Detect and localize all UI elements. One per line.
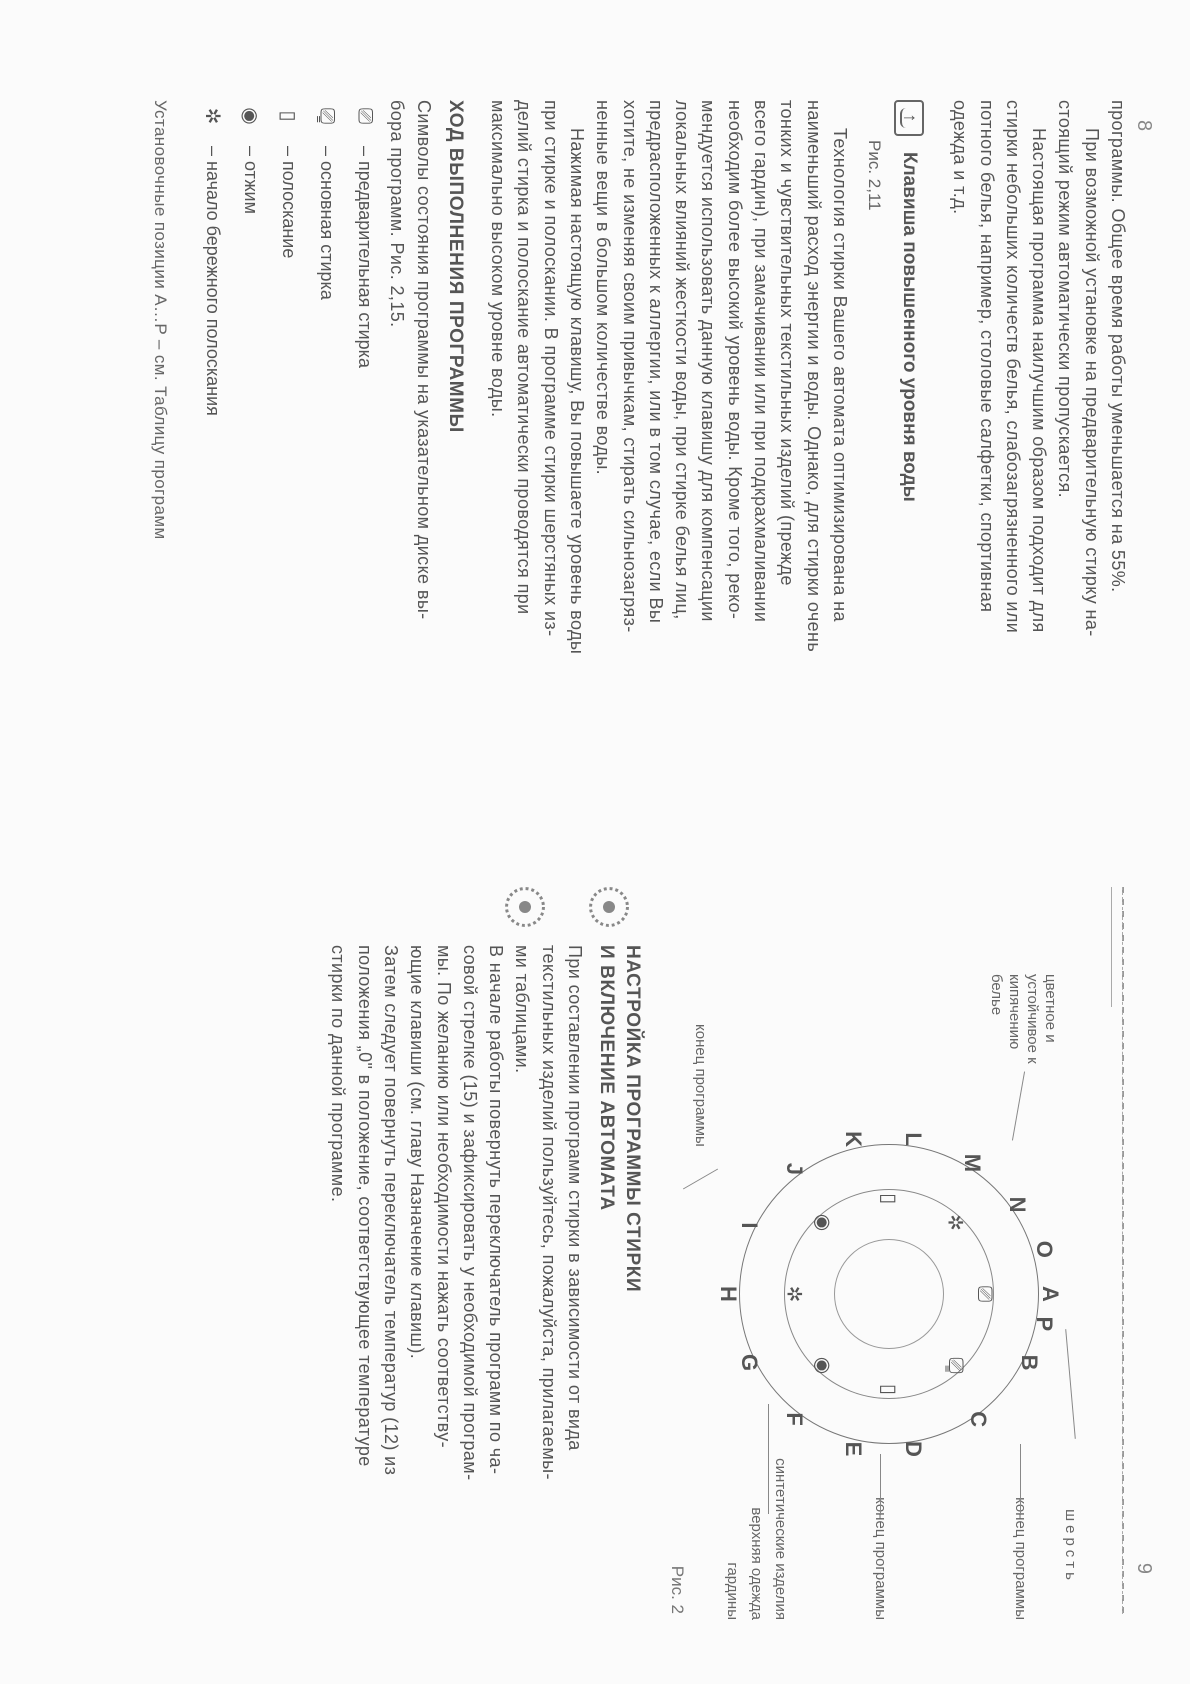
knob-icon: [505, 887, 545, 927]
para: Символы состояния программы на указатель…: [411, 100, 435, 827]
dial-label-end3: конец программы: [692, 1024, 709, 1147]
dial-sym-spin-icon: ◉: [811, 1357, 836, 1374]
page-number-right: 9: [1132, 1563, 1155, 1574]
symbol-label: – полоскание: [278, 146, 299, 258]
fig-2-caption: Рис. 2: [667, 1566, 687, 1614]
symbol-label: – основная стирка: [316, 146, 337, 300]
dial-label-curtains: гардины: [724, 1562, 741, 1620]
rinse-icon: ▯: [275, 100, 301, 132]
para: предрасположенных к аллергии, или в том …: [644, 100, 668, 827]
dial-sym-mainwash-icon: ⎚͇: [943, 1358, 966, 1374]
para: Технология стирки Вашего автомата оптими…: [828, 100, 852, 827]
symbol-prewash: ⎚ – предварительная стирка: [351, 100, 377, 827]
symbol-spin: ◉ – отжим: [237, 100, 263, 827]
para: всего гардин), при замачивании или при п…: [749, 100, 773, 827]
dial-label-synth: синтетические изделия: [772, 1458, 789, 1620]
fig-2-11-caption: Рис. 2,11: [864, 140, 884, 827]
dial-sym-spin-icon: ◉: [811, 1214, 836, 1231]
para: наименьший расход энергии и воды. Однако…: [801, 100, 825, 827]
para: стоящий режим автоматически пропускается…: [1053, 100, 1077, 827]
right-column: цветное иустойчивое ккипячениюбелье шерс…: [50, 887, 1130, 1614]
para: При составлении программ стирки в зависи…: [563, 945, 587, 1614]
para: стирки небольших количеств белья, слабоз…: [1001, 100, 1025, 827]
dial-sym-rinse-icon: ▯: [877, 1384, 902, 1395]
pointer-line: [880, 1454, 881, 1514]
spin-icon: ◉: [237, 100, 263, 132]
para: потного белья, например, столовые салфет…: [974, 100, 998, 827]
para: текстильных изделий пользуйтесь, пожалуй…: [536, 945, 560, 1614]
dial-core: [834, 1239, 944, 1349]
para: Настоящая программа наилучшим образом по…: [1027, 100, 1051, 827]
dial-outer-ring: A B C D E F G H I J K L M N O P: [739, 1144, 1039, 1444]
run-heading: ХОД ВЫПОЛНЕНИЯ ПРОГРАММЫ: [444, 100, 466, 827]
dial-sym-rinse-icon: ▯: [877, 1193, 902, 1204]
dial-sym-prewash-icon: ⎚: [973, 1286, 996, 1302]
para: При возможной установке на предварительн…: [1079, 100, 1103, 827]
water-level-icon: [894, 100, 924, 136]
dial-sym-gentle-icon: ✲: [942, 1214, 967, 1231]
para: максимально высоком уровне воды.: [486, 100, 510, 827]
symbol-gentle-rinse: ✲ – начало бережного полоскания: [199, 100, 225, 827]
para: совой стрелке (15) и зафиксировать у нео…: [458, 945, 482, 1614]
dial-label-wool: шерсть: [1062, 1509, 1079, 1584]
dial-label-end2: конец программы: [872, 1497, 889, 1620]
symbol-rinse: ▯ – полоскание: [275, 100, 301, 827]
para: ми таблицами.: [510, 945, 534, 1614]
para: тонких и чувствительных текстильных изде…: [775, 100, 799, 827]
para: мы. По желанию или необходимости нажать …: [431, 945, 455, 1614]
setup-heading-2: И ВКЛЮЧЕНИЕ АВТОМАТА: [595, 945, 617, 1614]
para: программы. Общее время работы уменьшаетс…: [1106, 100, 1130, 827]
para: необходим более высокий уровень воды. Кр…: [722, 100, 746, 827]
page-number-left: 8: [1132, 120, 1155, 131]
left-column: программы. Общее время работы уменьшаетс…: [50, 100, 1130, 827]
footer-note: Установочные позиции A…P – см. Таблицу п…: [148, 100, 171, 827]
para: делий стирка и полоскание автоматически …: [512, 100, 536, 827]
gentle-rinse-icon: ✲: [199, 100, 225, 132]
para: одежда и т.д.: [948, 100, 972, 827]
program-dial-figure: цветное иустойчивое ккипячениюбелье шерс…: [669, 974, 1089, 1614]
symbol-label: – предварительная стирка: [354, 146, 375, 368]
para: хотите, не изменяя своим привычкам, стир…: [617, 100, 641, 827]
pointer-line: [1020, 1444, 1021, 1514]
dial-label-end1: конец программы: [1012, 1497, 1029, 1620]
para: Затем следует повернуть переключатель те…: [379, 945, 403, 1614]
para: мендуется использовать данную клавишу дл…: [696, 100, 720, 827]
para: ненные вещи в большом количестве воды.: [591, 100, 615, 827]
pointer-line: [683, 1169, 718, 1190]
pointer-line: [1065, 1329, 1076, 1439]
para: бора программ. Рис. 2,15.: [385, 100, 409, 827]
water-heading: Клавиша повышенного уровня воды: [898, 152, 920, 502]
dial-label-top-left: цветное иустойчивое ккипячениюбелье: [987, 974, 1059, 1064]
dial-label-outer: верхняя одежда: [748, 1507, 765, 1620]
para: Нажимая настоящую клавишу, Вы повышаете …: [565, 100, 589, 827]
para: стирки по данной программе.: [326, 945, 350, 1614]
symbol-label: – начало бережного полоскания: [202, 146, 223, 416]
symbol-mainwash: ⎚͇ – основная стирка: [313, 100, 339, 827]
para: локальных влияний жесткости воды, при ст…: [670, 100, 694, 827]
column-divider: [1122, 887, 1124, 1614]
dial-sym-gentle-icon: ✲: [781, 1286, 806, 1303]
para: ющие клавиши (см. главу Назначение клави…: [405, 945, 429, 1614]
setup-heading-1: НАСТРОЙКА ПРОГРАММЫ СТИРКИ: [621, 945, 643, 1614]
pointer-line: [768, 1404, 769, 1514]
prewash-icon: ⎚: [351, 100, 377, 132]
pointer-line: [1012, 1071, 1025, 1140]
knob-icon: [589, 887, 629, 927]
symbol-label: – отжим: [240, 146, 261, 214]
para: при стирке и полоскании. В программе сти…: [538, 100, 562, 827]
column-divider-small: [1111, 887, 1112, 1007]
para: положения „0" в положение, соответствующ…: [352, 945, 376, 1614]
mainwash-icon: ⎚͇: [313, 100, 339, 132]
para: В начале работы повернуть переключатель …: [484, 945, 508, 1614]
